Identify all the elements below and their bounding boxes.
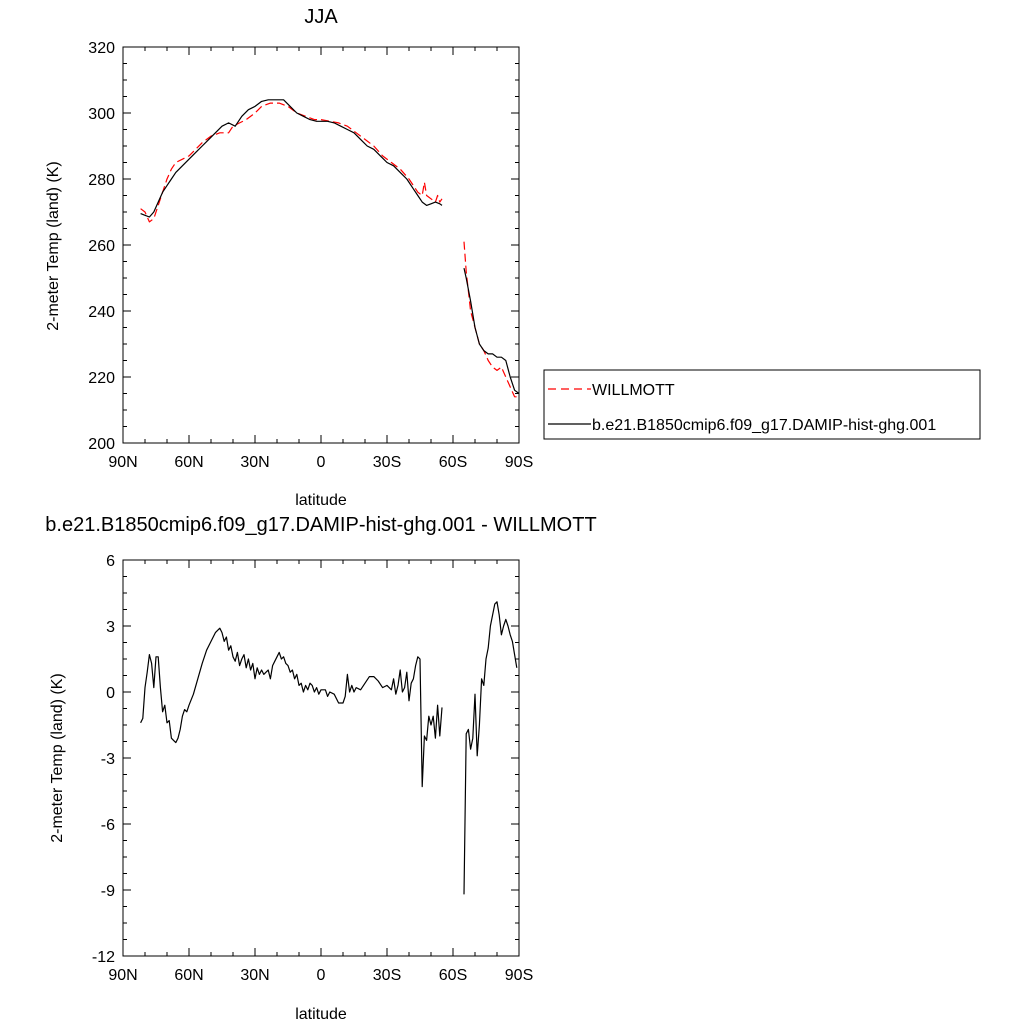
top-chart-y-tick-label-1: 220 [88,370,115,387]
top-chart-x-tick-label-3: 0 [317,454,326,471]
top-chart-plot-area: 90N 60N 30N 0 30S 60S 90S 200 220 240 260 280 300 320 [88,40,533,471]
bottom-chart-y-tick-label-0: -12 [92,949,115,966]
bottom-chart-frame [122,559,520,957]
legend-label-model: b.e21.B1850cmip6.f09_g17.DAMIP-hist-ghg.… [592,417,936,434]
top-chart-x-tick-label-0: 90N [108,454,137,471]
bottom-chart-title: b.e21.B1850cmip6.f09_g17.DAMIP-hist-ghg.… [45,514,596,536]
bottom-chart-y-tick-label-1: -9 [101,883,115,900]
bottom-chart-y-tick-label-5: 3 [106,619,115,636]
top-chart-x-tick-label-2: 30N [240,454,269,471]
bottom-chart-x-tick-label-6: 90S [505,967,533,984]
legend-label-willmott: WILLMOTT [592,382,675,399]
top-chart-series-1-line-segment-1 [463,267,520,394]
bottom-chart-x-tick-label-0: 90N [108,967,137,984]
bottom-chart-x-tick-label-4: 30S [373,967,401,984]
top-chart-x-tick-label-6: 90S [505,454,533,471]
bottom-chart-y-tick-label-2: -6 [101,817,115,834]
bottom-chart-y-axis-label: 2-meter Temp (land) (K) [49,673,66,843]
bottom-chart-x-tick-label-3: 0 [317,967,326,984]
bottom-chart-x-tick-label-2: 30N [240,967,269,984]
top-chart-y-tick-label-6: 320 [88,40,115,57]
bottom-chart-series-0-line-segment-1 [463,601,518,895]
bottom-chart-series-0-line-segment-0 [140,627,443,788]
bottom-chart-y-tick-label-3: -3 [101,751,115,768]
bottom-chart-x-tick-label-5: 60S [439,967,467,984]
top-chart-y-tick-label-0: 200 [88,436,115,453]
bottom-chart-plot-area: 90N 60N 30N 0 30S 60S 90S -12 -9 -6 -3 0 3 6 [92,553,533,984]
top-chart-y-tick-label-3: 260 [88,238,115,255]
top-chart-series-0-line-segment-0 [140,102,443,223]
top-chart-y-tick-label-5: 300 [88,106,115,123]
bottom-chart-x-axis-label: latitude [295,1006,347,1023]
top-chart-x-tick-label-5: 60S [439,454,467,471]
bottom-chart-x-tick-label-1: 60N [174,967,203,984]
bottom-chart-y-tick-label-6: 6 [106,553,115,570]
top-chart-y-axis-label: 2-meter Temp (land) (K) [45,161,62,331]
top-chart-title: JJA [304,6,338,28]
top-chart-x-axis-label: latitude [295,492,347,509]
top-chart-x-tick-label-1: 60N [174,454,203,471]
bottom-chart-y-tick-label-4: 0 [106,685,115,702]
top-chart-x-tick-label-4: 30S [373,454,401,471]
bottom-chart: b.e21.B1850cmip6.f09_g17.DAMIP-hist-ghg.… [45,514,596,1023]
top-chart-y-tick-label-2: 240 [88,304,115,321]
top-chart-series-0-line-segment-1 [463,241,519,398]
top-chart-legend: WILLMOTT b.e21.B1850cmip6.f09_g17.DAMIP-… [543,369,981,440]
top-chart-series-1-line-segment-0 [140,99,443,218]
top-chart: JJA 90N 60N 30N 0 30S 60S 90S 200 220 240 260 280 30… [45,6,981,509]
top-chart-y-tick-label-4: 280 [88,172,115,189]
top-chart-frame [122,46,520,444]
legend-box [543,369,981,440]
